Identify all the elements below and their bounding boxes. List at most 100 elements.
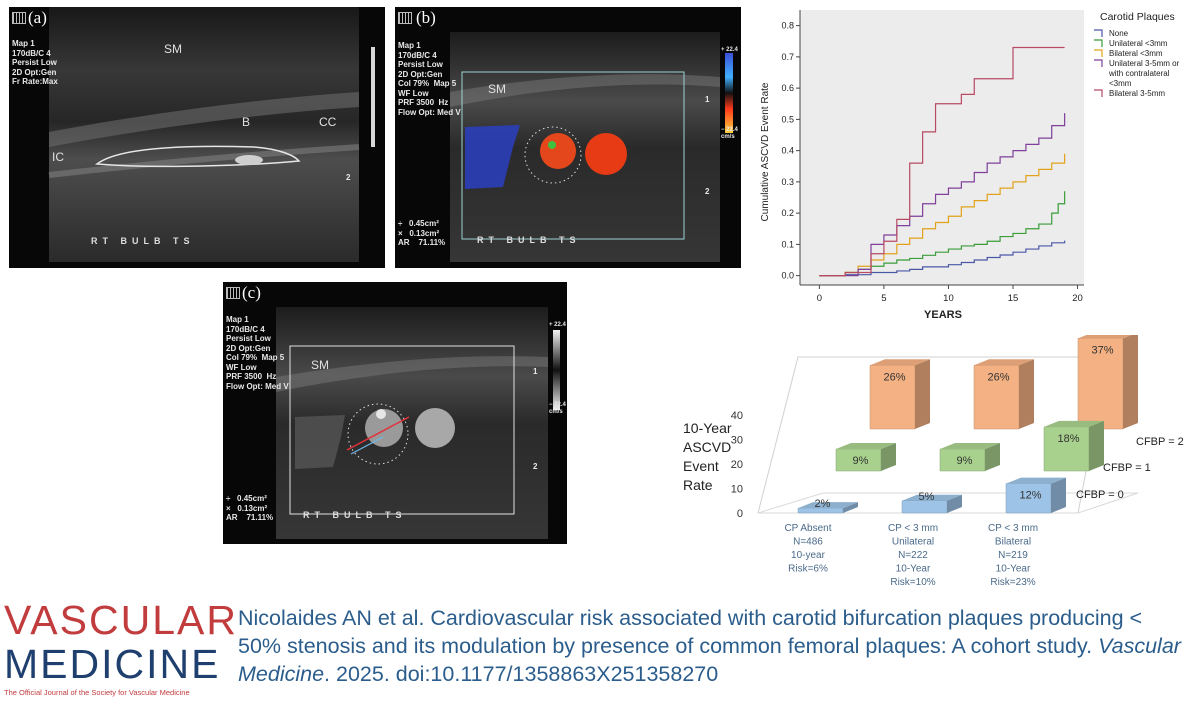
bar-value-label: 2% (815, 498, 831, 510)
settings-text-b: Map 1 170dB/C 4 Persist Low 2D Opt:Gen C… (398, 41, 461, 117)
category-label: Risk=6% (788, 564, 828, 575)
y-tick-label: 0.1 (781, 239, 794, 249)
bar-value-label: 26% (987, 371, 1009, 383)
y-tick-label: 0.7 (781, 52, 794, 62)
legend-item: Unilateral 3-5mm or (1109, 59, 1180, 68)
label-sm-b: SM (488, 82, 506, 96)
category-label: CP < 3 mm (988, 523, 1038, 534)
floor-plane (757, 492, 1139, 514)
legend-title: Carotid Plaques (1100, 11, 1175, 23)
series-line-2 (819, 191, 1066, 277)
label-cc-a: CC (319, 115, 337, 129)
citation: Nicolaides AN et al. Cardiovascular risk… (238, 604, 1188, 688)
category-label: CP < 3 mm (888, 523, 938, 534)
bar-top (1044, 420, 1104, 427)
ultrasound-panel-c: (c) Map 1 170dB/C 4 Persist Low 2D Opt:G… (223, 282, 567, 544)
journal-name-line2: MEDICINE (4, 641, 221, 687)
y-tick-label: 0.4 (781, 146, 794, 156)
ultrasound-image-a (9, 7, 385, 268)
bar-top (974, 359, 1034, 366)
y-axis-label: Cumulative ASCVD Event Rate (760, 82, 771, 221)
velocity-scale-top-c: + 22.4 (549, 322, 566, 328)
y-tick-label: 40 (731, 410, 743, 422)
x-tick-label: 5 (881, 293, 886, 304)
y-tick-label: 10 (731, 484, 743, 496)
label-sm-a: SM (164, 42, 182, 56)
citation-text: Nicolaides AN et al. Cardiovascular risk… (238, 606, 1143, 658)
settings-text-c: Map 1 170dB/C 4 Persist Low 2D Opt:Gen C… (226, 315, 289, 391)
settings-text-a: Map 1 170dB/C 4 Persist Low 2D Opt:Gen F… (12, 39, 58, 86)
category-label: CP Absent (784, 523, 831, 534)
chart-title-line: Rate (683, 477, 713, 493)
x-tick-label: 10 (943, 293, 954, 304)
plot-area (800, 10, 1084, 285)
measurement-text-b: ÷ 0.45cm² × 0.13cm² AR 71.11% (398, 219, 446, 247)
category-label: Risk=23% (990, 577, 1035, 588)
y-tick-label: 0.5 (781, 114, 794, 124)
y-tick-label: 0.2 (781, 208, 794, 218)
velocity-scale-bottom-c: − 22.4 cm/s (549, 402, 566, 415)
bar-side (1123, 335, 1138, 429)
bar-side (843, 502, 858, 513)
series-label: CFBP = 1 (1103, 462, 1151, 474)
bar-side (1019, 359, 1034, 429)
chart-title-line: ASCVD (683, 439, 731, 455)
chart-title-line: Event (683, 458, 719, 474)
bar-value-label: 5% (919, 491, 935, 503)
depth-mark-1-b: 1 (705, 95, 710, 104)
bar-top (798, 502, 858, 509)
label-sm-c: SM (311, 358, 329, 372)
category-label: 10-Year (996, 564, 1031, 575)
measurement-text-c: ÷ 0.45cm² × 0.13cm² AR 71.11% (226, 494, 274, 522)
bar-side (1051, 477, 1066, 513)
velocity-scale-top-b: + 22.4 (721, 47, 738, 53)
grid-icon (226, 287, 240, 299)
category-label: Risk=10% (890, 577, 935, 588)
ultrasound-panel-b: (b) Map 1 170dB/C 4 Persist Low 2D Opt:G… (395, 7, 741, 268)
label-b-a: B (242, 115, 251, 129)
category-label: Bilateral (995, 537, 1031, 548)
legend-swatch (1094, 29, 1103, 37)
bar-top (902, 494, 962, 501)
ultrasound-image-c (223, 282, 567, 544)
series-line-5 (819, 46, 1065, 277)
citation-details: . 2025. doi:10.1177/1358863X251358270 (324, 662, 719, 686)
y-tick-label: 0.6 (781, 83, 794, 93)
depth-mark-2-b: 2 (705, 187, 710, 196)
panel-label-c: (c) (242, 283, 261, 302)
bar-value-label: 9% (853, 455, 869, 467)
panel-label-a: (a) (28, 8, 47, 27)
series-line-1 (819, 240, 1066, 277)
bar-top (836, 442, 896, 449)
bar-value-label: 26% (883, 371, 905, 383)
series-label: CFBP = 2 (1136, 436, 1184, 448)
bar-side (947, 494, 962, 513)
bar-value-label: 9% (957, 455, 973, 467)
bar-value-label: 18% (1057, 433, 1079, 445)
y-tick-label: 0 (737, 508, 743, 520)
bar-side (881, 442, 896, 471)
category-label: 10-Year (896, 564, 931, 575)
bar-side (915, 359, 930, 429)
bar-top (1078, 335, 1132, 339)
category-label: N=486 (793, 537, 823, 548)
velocity-scale-bottom-b: − 22.4 cm/s (721, 127, 738, 140)
y-tick-label: 0.8 (781, 21, 794, 31)
legend-swatch (1094, 59, 1103, 67)
legend-swatch (1094, 49, 1103, 57)
category-label: Unilateral (892, 537, 934, 548)
category-label: 10-year (791, 550, 826, 561)
panel-label-b: (b) (416, 8, 436, 27)
category-label: N=222 (898, 550, 928, 561)
bar-side (1089, 420, 1104, 471)
depth-mark-1-c: 1 (533, 367, 538, 376)
legend-item: None (1109, 29, 1129, 38)
probe-label-b: RT BULB TS (477, 235, 581, 245)
legend-item: Bilateral <3mm (1109, 49, 1163, 58)
ten-year-risk-bar-chart: 0 10 20 30 40 10-Year ASCVD Event Rate 26% 26% 37… (683, 335, 1184, 588)
probe-label-a: RT BULB TS (91, 236, 195, 246)
depth-mark-2-c: 2 (533, 462, 538, 471)
y-tick-label: 30 (731, 435, 743, 447)
legend-swatch (1094, 89, 1103, 97)
chart-title-line: 10-Year (683, 420, 732, 436)
